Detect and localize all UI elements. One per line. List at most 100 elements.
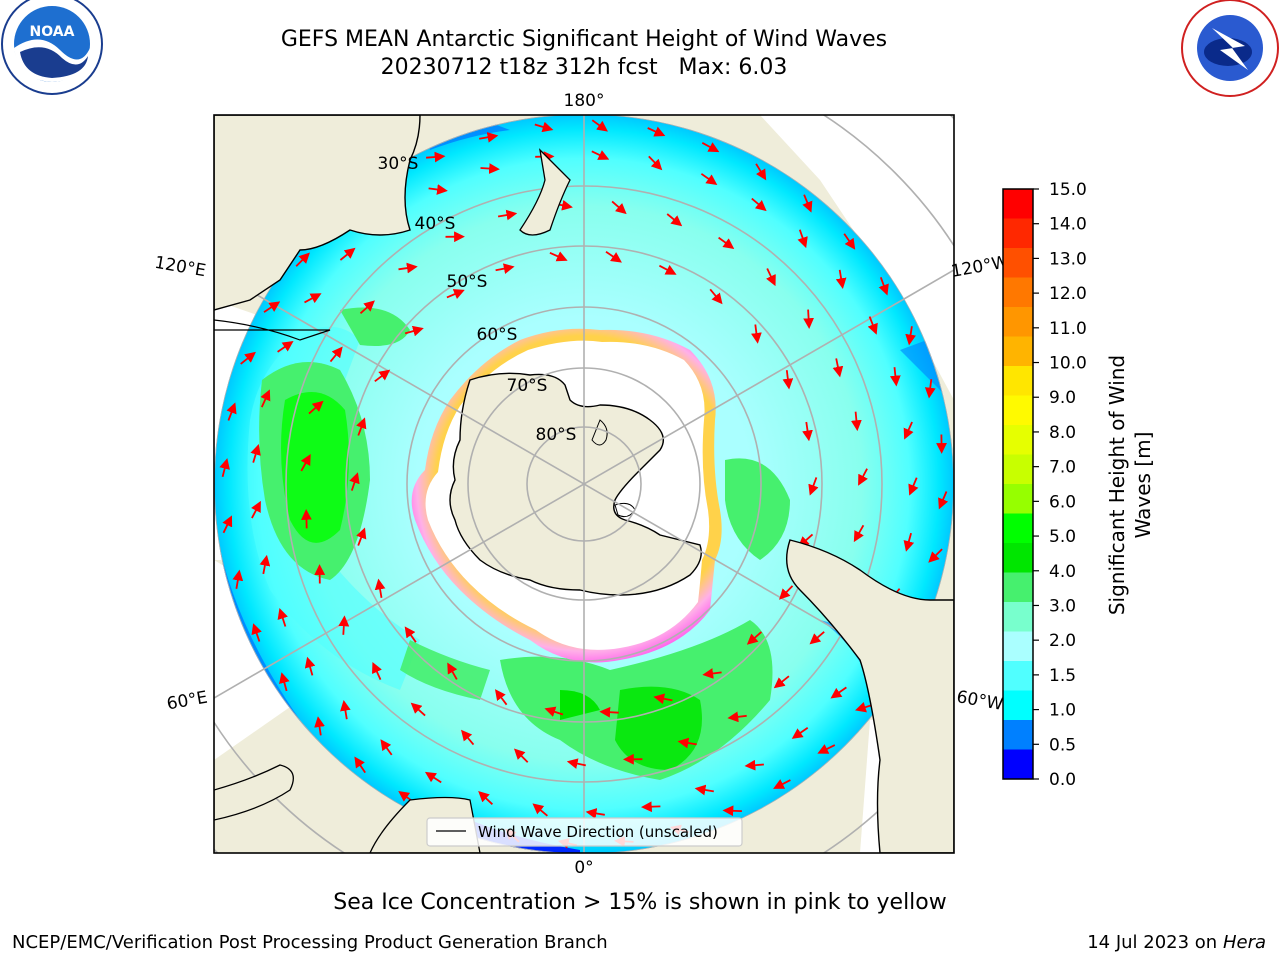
wave-arrow [372, 661, 382, 680]
wave-arrow [843, 233, 856, 250]
lat-label-40s: 40°S [415, 214, 456, 234]
wave-arrow [658, 264, 677, 275]
wave-arrow [808, 477, 819, 496]
wave-arrow [903, 421, 914, 440]
wave-arrow [356, 527, 367, 546]
wave-arrow [314, 716, 325, 736]
wave-arrow [702, 668, 722, 679]
footer-date-text: 14 Jul 2023 on [1087, 932, 1223, 953]
wave-arrow [599, 706, 619, 718]
colorbar-segment [1003, 484, 1033, 514]
lat-label-60s: 60°S [477, 325, 518, 345]
lat-label-30s: 30°S [378, 154, 419, 174]
wave-arrow [779, 585, 794, 600]
madagascar-landmass [214, 764, 294, 821]
wave-arrow [830, 686, 847, 699]
wave-arrow [802, 194, 813, 213]
colorbar-segment [1003, 454, 1033, 485]
colorbar-segment [1003, 572, 1033, 603]
wave-arrow [461, 729, 475, 746]
wave-arrow [802, 421, 813, 442]
wave-arrow [853, 524, 865, 543]
wave-arrow [641, 801, 661, 813]
wave-arrow [277, 608, 288, 627]
wave-arrow [791, 727, 809, 739]
lat-label-80s: 80°S [536, 425, 577, 445]
wave-arrow [374, 369, 391, 383]
wave-arrow [410, 702, 426, 717]
wave-arrow [700, 173, 718, 186]
wave-arrow [226, 402, 237, 421]
colorbar-segment [1003, 218, 1033, 249]
wave-arrow [232, 569, 244, 589]
colorbar-tick-label: 1.0 [1049, 701, 1076, 721]
wave-arrow [240, 351, 256, 365]
colorbar-tick-label: 9.0 [1049, 388, 1076, 408]
wave-arrow [480, 163, 500, 174]
colorbar-segment [1003, 248, 1033, 278]
colorbar-segment [1003, 395, 1033, 426]
wave-arrow [746, 631, 762, 645]
wave-arrow [300, 453, 311, 472]
wave-arrow [889, 367, 901, 387]
title-line-2: 20230712 t18z 312h fcst Max: 6.03 [380, 55, 788, 80]
wave-arrow [339, 247, 356, 261]
lat-label-50s: 50°S [447, 272, 488, 292]
wave-arrow [928, 548, 943, 563]
colorbar-label-line1: Significant Height of Wind [1105, 355, 1129, 615]
wave-arrow [479, 132, 499, 143]
wave-arrow [817, 744, 836, 754]
wave-arrow [251, 500, 261, 519]
wave-arrow [263, 301, 281, 313]
australia-landmass [214, 115, 421, 311]
wave-arrow [751, 197, 767, 212]
map-legend: Wind Wave Direction (unscaled) [426, 817, 743, 847]
footer-organization: NCEP/EMC/Verification Post Processing Pr… [12, 932, 608, 953]
wave-arrow [797, 229, 808, 249]
meridian-label-120e: 120°E [153, 253, 207, 282]
colorbar-segment [1003, 543, 1033, 573]
wave-arrow [549, 251, 568, 262]
wave-arrow [260, 389, 271, 408]
nws-logo [1181, 0, 1279, 97]
wave-arrow [694, 784, 714, 796]
wave-arrow [250, 444, 261, 463]
colorbar-segment [1003, 336, 1033, 367]
lat-label-70s: 70°S [507, 376, 548, 396]
wave-arrow [851, 411, 862, 432]
wave-arrow [653, 693, 673, 705]
wave-arrow [446, 289, 465, 300]
colorbar-segment [1003, 661, 1033, 691]
wave-arrow [304, 293, 322, 304]
colorbar: 15.0 14.0 13.0 12.0 11.0 10.0 9.0 8.0 7.0 6.0 5.0 4… [1002, 180, 1087, 790]
wave-arrow [478, 791, 494, 805]
wave-arrow [513, 748, 529, 763]
wave-arrow [354, 756, 366, 774]
wave-arrow [718, 236, 735, 249]
meridian-label-60e: 60°E [165, 688, 209, 715]
colorbar-segment [1003, 425, 1033, 455]
colorbar-tick-label: 14.0 [1049, 215, 1087, 235]
wave-arrow [277, 340, 294, 353]
colorbar-tick-label: 4.0 [1049, 562, 1076, 582]
new-zealand-landmass [519, 148, 571, 236]
colorbar-frame [1002, 188, 1034, 780]
wave-arrow [591, 119, 608, 132]
wave-arrow [773, 779, 791, 789]
wave-arrow [219, 458, 230, 478]
wave-arrow [295, 252, 310, 267]
south-america-landmass [786, 539, 954, 853]
colorbar-tick-label: 0.5 [1049, 735, 1076, 755]
colorbar-segment [1003, 749, 1033, 780]
wave-arrow [648, 155, 663, 171]
wave-arrow [359, 300, 375, 314]
wave-arrow [858, 468, 868, 486]
colorbar-tick-label: 6.0 [1049, 492, 1076, 512]
colorbar-tick-label: 11.0 [1049, 319, 1087, 339]
meridian-label-120w: 120°W [950, 252, 1011, 282]
meridian-label-0: 0° [574, 858, 593, 878]
colorbar-segment [1003, 366, 1033, 396]
wave-arrow [497, 209, 518, 221]
wave-arrow [766, 268, 776, 287]
